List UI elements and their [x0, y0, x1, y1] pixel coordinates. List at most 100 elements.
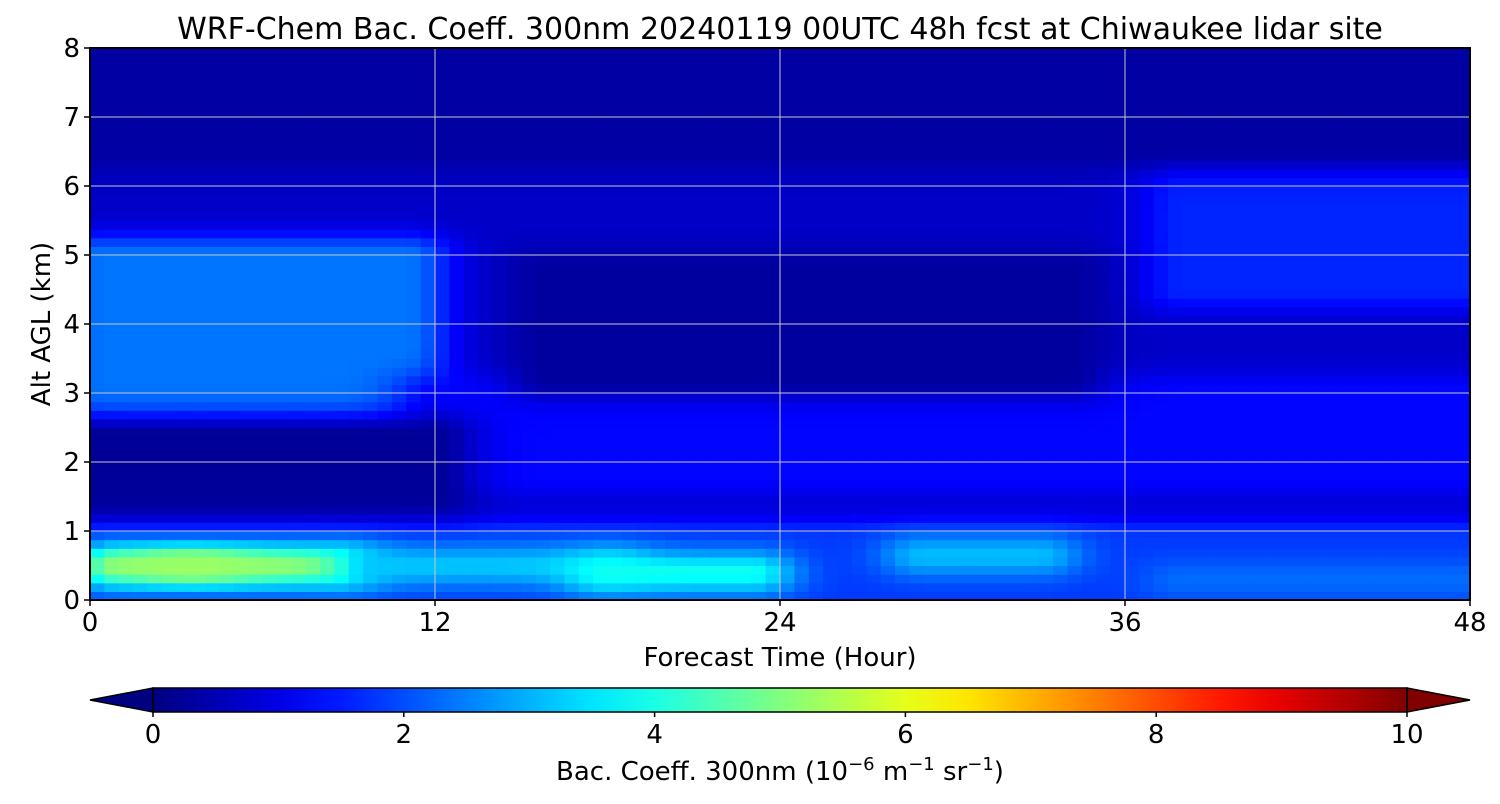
heatmap-cell — [765, 160, 781, 170]
heatmap-cell — [736, 496, 752, 506]
heatmap-cell — [1081, 375, 1097, 385]
heatmap-cell — [621, 211, 637, 222]
heatmap-cell — [1053, 522, 1069, 532]
heatmap-cell — [435, 367, 450, 377]
heatmap-cell — [90, 393, 105, 403]
heatmap-cell — [578, 349, 594, 360]
heatmap-cell — [90, 574, 105, 584]
heatmap-cell — [420, 556, 436, 567]
heatmap-cell — [909, 324, 925, 334]
heatmap-cell — [377, 65, 393, 75]
heatmap-cell — [1038, 168, 1054, 178]
heatmap-cell — [276, 418, 292, 429]
heatmap-cell — [636, 384, 652, 394]
heatmap-cell — [823, 513, 839, 523]
heatmap-cell — [593, 401, 609, 411]
heatmap-cell — [866, 125, 882, 135]
heatmap-cell — [1096, 341, 1112, 351]
heatmap-cell — [708, 306, 724, 316]
heatmap-cell — [780, 186, 795, 196]
heatmap-cell — [190, 565, 206, 575]
heatmap-cell — [722, 91, 738, 101]
heatmap-cell — [1196, 220, 1212, 230]
heatmap-cell — [118, 220, 134, 230]
heatmap-cell — [938, 505, 954, 515]
heatmap-cell — [765, 401, 781, 411]
heatmap-cell — [535, 91, 551, 101]
heatmap-cell — [118, 462, 134, 472]
heatmap-cell — [1110, 306, 1126, 316]
heatmap-cell — [1153, 186, 1169, 196]
heatmap-cell — [650, 117, 666, 127]
heatmap-cell — [391, 298, 407, 308]
heatmap-cell — [1038, 246, 1054, 256]
heatmap-cell — [1196, 73, 1212, 84]
heatmap-cell — [492, 315, 508, 325]
heatmap-cell — [118, 272, 134, 282]
heatmap-cell — [851, 255, 867, 265]
heatmap-cell — [780, 168, 795, 178]
heatmap-cell — [233, 108, 249, 118]
heatmap-cell — [219, 487, 235, 498]
heatmap-cell — [406, 496, 422, 506]
heatmap-cell — [449, 151, 465, 161]
heatmap-cell — [1110, 565, 1126, 575]
heatmap-cell — [650, 462, 666, 472]
heatmap-cell — [981, 289, 997, 299]
heatmap-cell — [463, 367, 479, 377]
heatmap-cell — [161, 393, 177, 403]
heatmap-cell — [1038, 427, 1054, 437]
heatmap-cell — [923, 160, 939, 170]
heatmap-cell — [276, 427, 292, 437]
heatmap-cell — [334, 470, 350, 480]
heatmap-cell — [1038, 211, 1054, 222]
heatmap-cell — [161, 211, 177, 222]
heatmap-cell — [363, 142, 379, 153]
heatmap-cell — [1038, 289, 1054, 299]
heatmap-cell — [693, 91, 709, 101]
heatmap-cell — [291, 453, 307, 463]
heatmap-cell — [895, 220, 910, 230]
heatmap-cell — [1053, 410, 1069, 420]
heatmap-cell — [262, 513, 278, 523]
heatmap-cell — [1110, 539, 1126, 549]
heatmap-cell — [363, 108, 379, 118]
heatmap-cell — [708, 117, 724, 127]
heatmap-cell — [650, 453, 666, 463]
heatmap-cell — [808, 444, 824, 454]
heatmap-cell — [794, 272, 810, 282]
heatmap-cell — [938, 548, 954, 558]
heatmap-cell — [305, 203, 321, 213]
heatmap-cell — [895, 436, 910, 446]
heatmap-cell — [708, 384, 724, 394]
heatmap-cell — [377, 289, 393, 299]
heatmap-cell — [909, 280, 925, 291]
heatmap-cell — [506, 453, 522, 463]
heatmap-cell — [866, 315, 882, 325]
heatmap-cell — [1024, 263, 1040, 273]
heatmap-cell — [708, 324, 724, 334]
heatmap-cell — [794, 151, 810, 161]
heatmap-cell — [348, 418, 364, 429]
heatmap-cell — [478, 134, 494, 144]
heatmap-cell — [320, 56, 335, 66]
heatmap-cell — [506, 393, 522, 403]
heatmap-cell — [650, 211, 666, 222]
heatmap-cell — [276, 462, 292, 472]
heatmap-cell — [679, 56, 695, 66]
heatmap-cell — [492, 82, 508, 92]
heatmap-cell — [147, 280, 163, 291]
heatmap-cell — [133, 151, 149, 161]
heatmap-cell — [406, 375, 422, 385]
heatmap-cell — [880, 272, 896, 282]
heatmap-cell — [420, 142, 436, 153]
heatmap-cell — [564, 298, 580, 308]
heatmap-cell — [650, 73, 666, 84]
heatmap-cell — [593, 384, 609, 394]
heatmap-cell — [765, 151, 781, 161]
heatmap-cell — [1053, 548, 1069, 558]
heatmap-cell — [1139, 246, 1155, 256]
heatmap-cell — [550, 539, 565, 549]
heatmap-cell — [492, 324, 508, 334]
heatmap-cell — [535, 487, 551, 498]
